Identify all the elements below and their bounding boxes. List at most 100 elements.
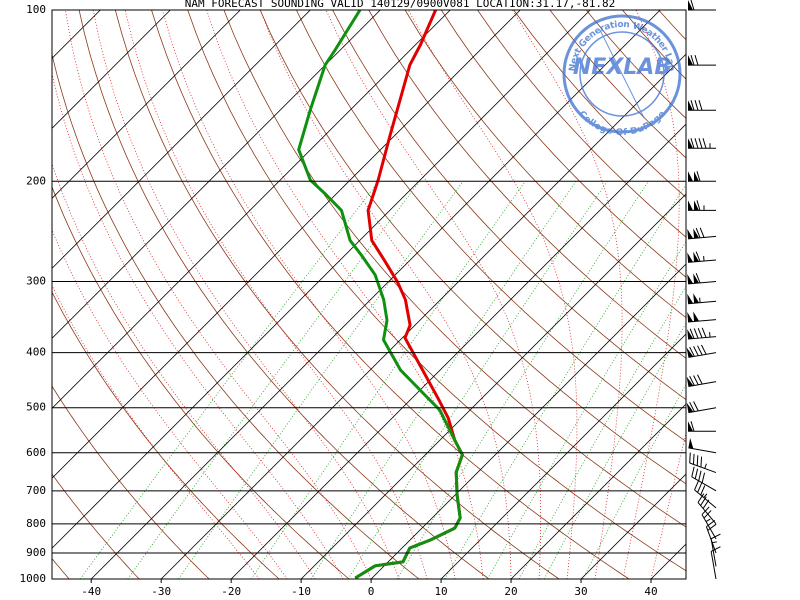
barb-flag: [693, 293, 700, 304]
y-tick-label: 1000: [20, 572, 47, 585]
isotherm: [90, 10, 661, 579]
barb-flag: [688, 200, 693, 211]
wind-barb: [688, 138, 716, 149]
isotherm: [52, 10, 591, 549]
barb-line: [693, 401, 699, 412]
barb-staff: [688, 235, 717, 240]
barb-staff: [689, 462, 717, 474]
stamp-ring: [562, 14, 682, 134]
barb-line: [694, 54, 699, 66]
stamp-name: NEXLAB: [573, 55, 671, 80]
y-tick-label: 300: [26, 274, 46, 287]
barb-line: [699, 227, 705, 238]
wind-barb: [688, 54, 716, 66]
wind-barb: [689, 452, 717, 474]
wind-barb: [686, 344, 717, 358]
wind-barb: [701, 506, 717, 540]
barb-line: [693, 375, 699, 386]
dry-adiabat: [259, 10, 686, 485]
barb-line: [690, 138, 695, 149]
barb-flag: [686, 376, 694, 387]
wind-barb: [688, 171, 716, 182]
isotherm: [580, 473, 686, 579]
barb-flag: [687, 329, 694, 340]
barb-line: [694, 100, 699, 111]
moist-adiabat: [52, 284, 260, 579]
barb-half: [703, 493, 708, 498]
barb-line: [689, 328, 695, 339]
barb-line: [701, 344, 707, 355]
barb-line: [707, 523, 717, 531]
barb-line: [689, 401, 695, 412]
dry-adiabat: [52, 385, 210, 579]
plot-border: [51, 9, 687, 580]
wind-barb: [688, 100, 716, 111]
barb-flag: [693, 251, 700, 262]
barb-line: [694, 468, 699, 479]
y-tick-label: 200: [26, 174, 46, 187]
barb-flag: [694, 171, 699, 182]
barb-line: [695, 227, 701, 239]
barb-line: [692, 453, 695, 465]
dry-adiabat: [477, 10, 686, 238]
barb-line: [689, 375, 695, 386]
barb-line: [694, 138, 699, 149]
barb-flag: [688, 0, 693, 11]
barb-flag: [688, 55, 693, 66]
wind-barb: [687, 293, 717, 305]
barb-line: [700, 456, 703, 468]
wind-barb: [691, 466, 717, 492]
x-tick-label: -20: [221, 585, 241, 598]
moist-adiabat: [325, 10, 542, 579]
dry-adiabat: [440, 10, 686, 278]
barb-staff: [710, 538, 717, 567]
x-tick-label: -30: [151, 585, 171, 598]
dry-adiabat: [52, 52, 420, 579]
barb-line: [696, 171, 701, 182]
barb-line: [710, 546, 721, 552]
moist-adiabat: [622, 10, 680, 579]
barb-flag: [694, 200, 699, 211]
barb-flag: [688, 100, 693, 111]
dry-adiabat: [187, 10, 686, 572]
y-tick-label: 400: [26, 346, 46, 359]
wind-barb: [710, 533, 721, 567]
isotherm: [52, 10, 171, 129]
wind-barb: [687, 227, 717, 240]
barb-staff: [701, 514, 717, 540]
x-tick-label: -40: [81, 585, 101, 598]
dry-adiabat: [52, 291, 280, 579]
barb-flag: [693, 273, 700, 284]
barb-flag: [687, 273, 694, 284]
dry-adiabat: [151, 10, 630, 579]
wind-barb: [688, 438, 717, 454]
barb-flag: [687, 293, 694, 304]
wind-barb: [688, 421, 716, 432]
barb-staff: [697, 502, 717, 525]
barb-line: [689, 452, 691, 463]
barb-flag: [693, 228, 700, 239]
wind-barb: [686, 374, 717, 388]
barb-line: [696, 455, 699, 466]
y-tick-label: 500: [26, 401, 46, 414]
barb-line: [690, 421, 695, 432]
wind-barb: [687, 311, 717, 323]
barb-line: [695, 251, 701, 262]
barb-staff: [688, 280, 717, 285]
wind-barb: [687, 327, 717, 340]
barb-line: [690, 0, 695, 11]
barb-staff: [688, 319, 717, 323]
moist-adiabat: [124, 10, 428, 579]
moist-adiabat: [206, 10, 484, 579]
barb-staff: [710, 551, 717, 580]
x-tick-label: 10: [434, 585, 447, 598]
barb-line: [697, 374, 703, 385]
isotherm: [440, 333, 686, 579]
wind-barb: [686, 401, 717, 414]
dry-adiabat: [296, 10, 686, 442]
y-tick-label: 900: [26, 546, 46, 559]
barb-line: [695, 272, 701, 284]
barb-line: [697, 493, 705, 503]
dry-adiabat: [223, 10, 686, 528]
chart-title: NAM FORECAST SOUNDING VALID 140129/0900V…: [185, 0, 615, 10]
